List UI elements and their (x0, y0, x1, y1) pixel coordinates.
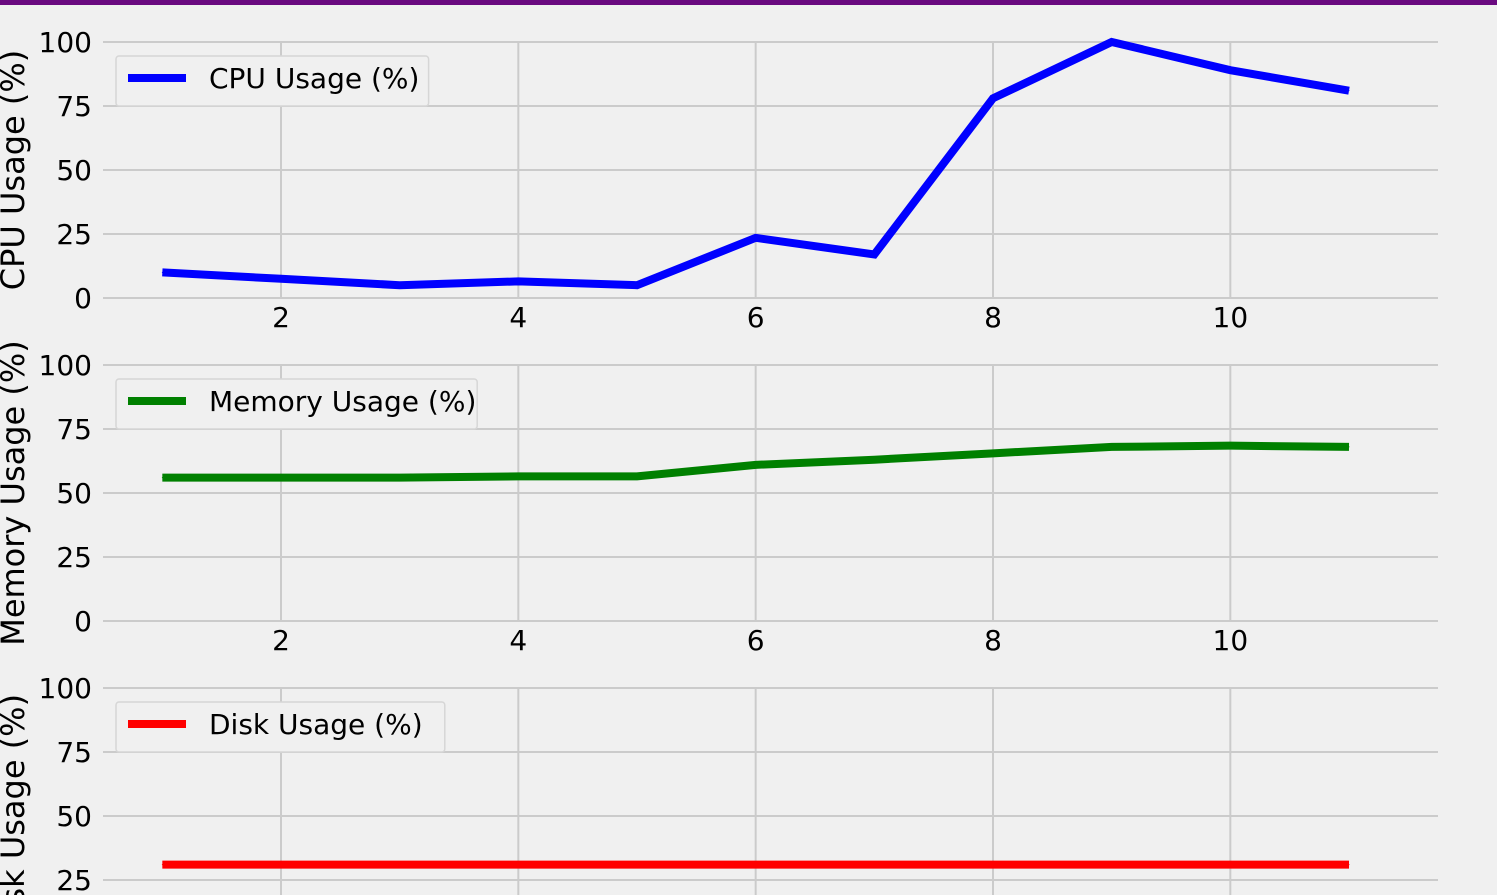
legend-box (115, 55, 430, 107)
legend: Disk Usage (%) (115, 701, 446, 753)
data-point (755, 237, 757, 239)
y-tick-label: 50 (56, 477, 92, 510)
data-point (755, 464, 757, 466)
y-tick-label: 75 (56, 413, 92, 446)
data-point (873, 253, 875, 255)
y-tick-label: 100 (39, 26, 92, 59)
data-point (992, 452, 994, 454)
y-axis-label: Disk Usage (%) (0, 694, 32, 895)
y-tick-label: 50 (56, 154, 92, 187)
data-point (517, 280, 519, 282)
x-tick-label: 6 (747, 301, 765, 334)
subplot-2: 0 25 50 75 100 2 4 6 8 10 Memory Usage (%) Memory U… (0, 340, 1438, 657)
x-tick-label: 8 (984, 301, 1002, 334)
data-point (636, 864, 638, 866)
data-point (873, 459, 875, 461)
y-tick-label: 25 (56, 541, 92, 574)
data-point (636, 475, 638, 477)
data-point (280, 278, 282, 280)
legend-box (115, 378, 478, 430)
y-tick-label: 100 (39, 349, 92, 382)
y-tick-label: 50 (56, 800, 92, 833)
x-tick-label: 10 (1213, 624, 1249, 657)
y-axis-label: CPU Usage (%) (0, 50, 32, 290)
data-point (1111, 446, 1113, 448)
legend-label: Memory Usage (%) (209, 385, 476, 418)
legend: Memory Usage (%) (115, 378, 478, 430)
data-point (517, 864, 519, 866)
data-point (1348, 90, 1350, 92)
data-point (873, 864, 875, 866)
y-tick-label: 25 (56, 864, 92, 895)
legend-label: Disk Usage (%) (209, 708, 423, 741)
subplot-3: 255075100Disk Usage (%)Disk Usage (%) (0, 672, 1438, 895)
data-point (1111, 41, 1113, 43)
x-tick-label: 2 (272, 624, 290, 657)
data-point (992, 97, 994, 99)
data-point (755, 864, 757, 866)
legend: CPU Usage (%) (115, 55, 430, 107)
x-tick-label: 4 (509, 624, 527, 657)
data-point (161, 477, 163, 479)
x-tick-label: 4 (509, 301, 527, 334)
data-point (1348, 446, 1350, 448)
data-point (280, 477, 282, 479)
y-tick-label: 0 (74, 605, 92, 638)
data-point (517, 475, 519, 477)
data-point (636, 284, 638, 286)
y-tick-label: 25 (56, 218, 92, 251)
x-tick-label: 6 (747, 624, 765, 657)
data-point (399, 284, 401, 286)
x-tick-label: 2 (272, 301, 290, 334)
subplot-1: 0 25 50 75 100 2 4 6 8 10 CPU Usage (%) CPU Usage (… (0, 26, 1438, 334)
y-axis-label: Memory Usage (%) (0, 340, 32, 646)
y-tick-label: 100 (39, 672, 92, 705)
data-point (1229, 445, 1231, 447)
legend-box (115, 701, 446, 753)
top-accent-bar (0, 0, 1497, 5)
x-tick-label: 10 (1213, 301, 1249, 334)
y-tick-label: 75 (56, 90, 92, 123)
data-point (399, 477, 401, 479)
data-point (399, 864, 401, 866)
data-point (1348, 864, 1350, 866)
data-point (992, 864, 994, 866)
data-point (1229, 69, 1231, 71)
data-point (1111, 864, 1113, 866)
legend-label: CPU Usage (%) (209, 62, 419, 95)
y-tick-label: 0 (74, 282, 92, 315)
y-tick-label: 75 (56, 736, 92, 769)
x-tick-label: 8 (984, 624, 1002, 657)
data-point (161, 271, 163, 273)
data-point (161, 864, 163, 866)
data-point (1229, 864, 1231, 866)
data-point (280, 864, 282, 866)
